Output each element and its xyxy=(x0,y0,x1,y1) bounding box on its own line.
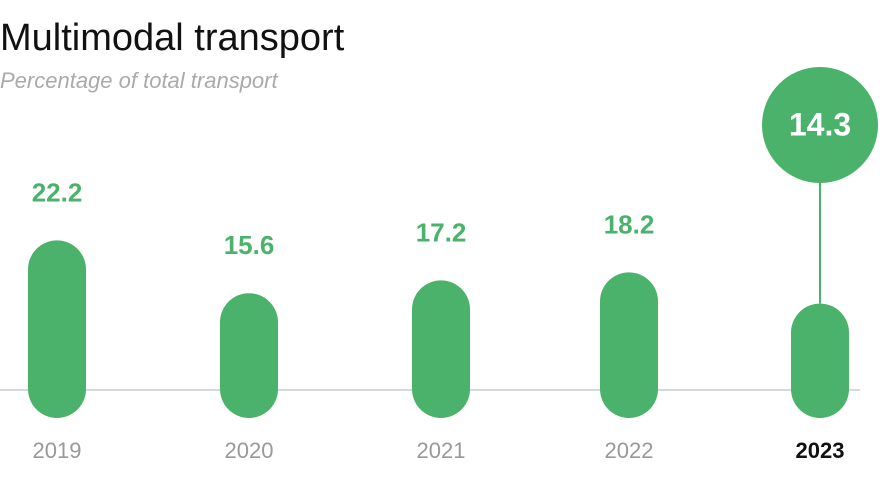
bar xyxy=(412,280,470,418)
x-tick-label: 2023 xyxy=(796,438,845,463)
x-tick-label: 2020 xyxy=(225,438,274,463)
value-label: 17.2 xyxy=(416,217,467,247)
bar xyxy=(220,293,278,418)
value-label: 15.6 xyxy=(224,230,275,260)
chart-title: Multimodal transport xyxy=(0,17,345,59)
x-tick-label: 2021 xyxy=(417,438,466,463)
value-label: 14.3 xyxy=(789,106,851,142)
bar xyxy=(791,303,849,418)
value-label: 18.2 xyxy=(604,209,655,239)
value-label: 22.2 xyxy=(32,177,83,207)
callout-circle xyxy=(762,67,878,183)
bar xyxy=(600,272,658,418)
chart-subtitle: Percentage of total transport xyxy=(0,68,278,93)
x-tick-label: 2022 xyxy=(605,438,654,463)
x-tick-label: 2019 xyxy=(33,438,82,463)
bar xyxy=(28,240,86,418)
